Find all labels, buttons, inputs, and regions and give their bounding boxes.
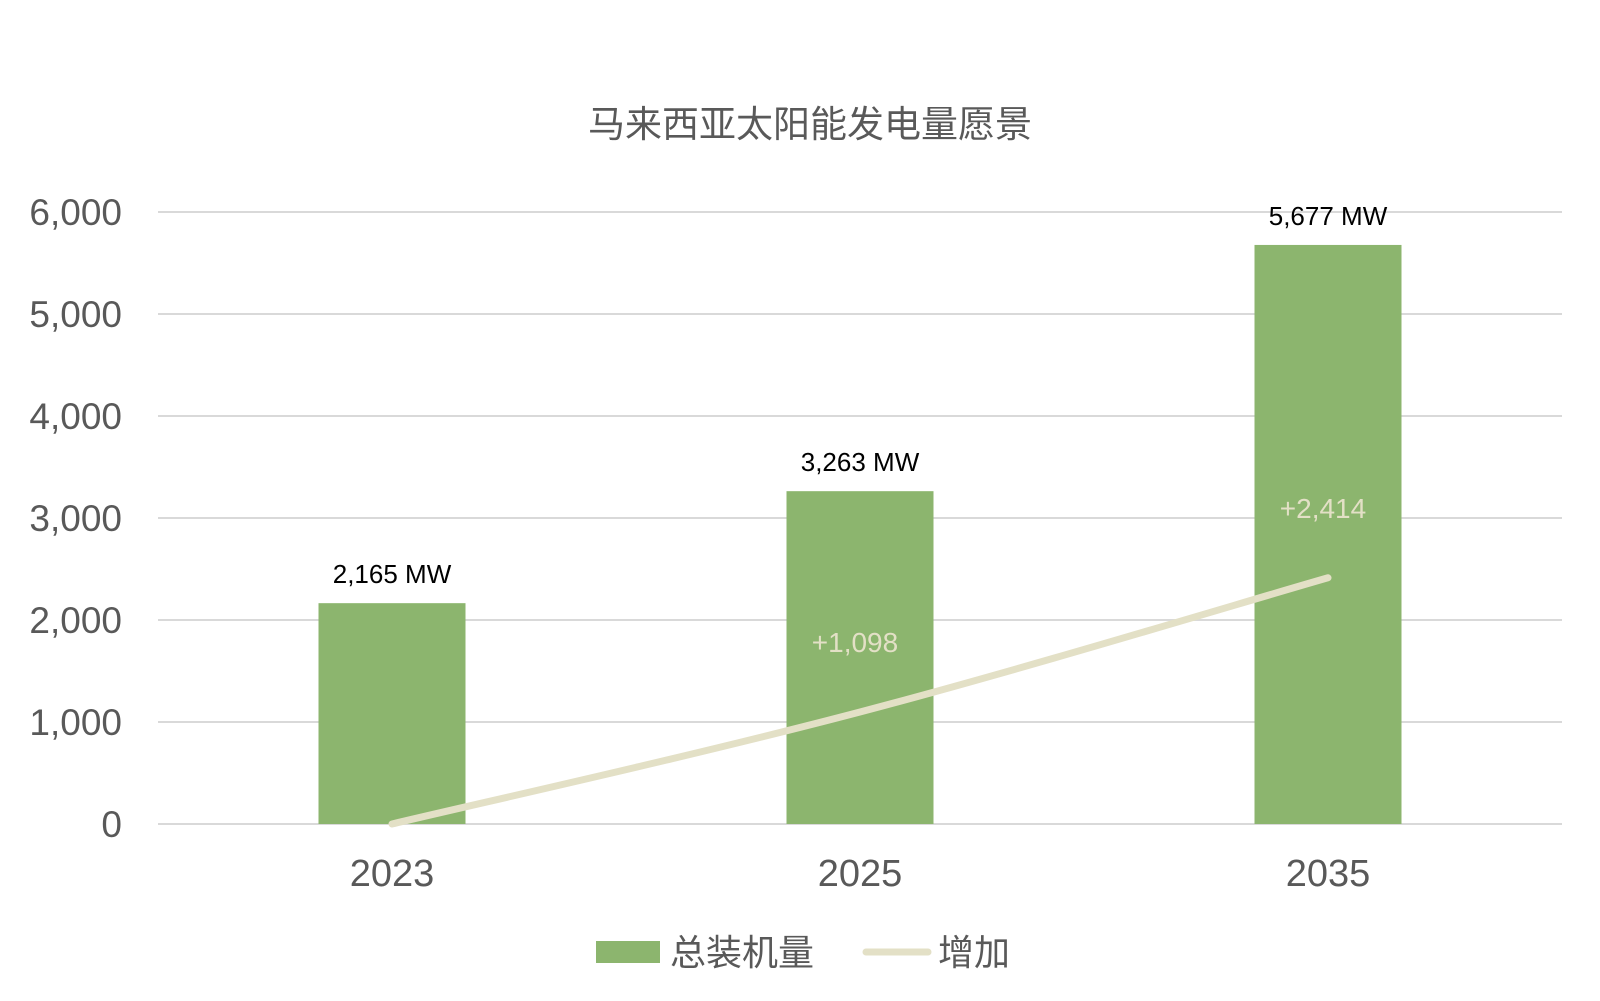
x-tick-label: 2035 [1286,853,1371,895]
bar [318,603,466,824]
bar-value-label: 3,263 MW [801,447,920,477]
y-tick-label: 1,000 [29,702,122,743]
x-axis-ticks: 2023 2025 2035 [350,853,1371,895]
y-axis-ticks: 0 1,000 2,000 3,000 4,000 5,000 6,000 [29,192,122,845]
legend: 总装机量 增加 [596,933,1010,974]
line-value-label: +2,414 [1280,493,1366,524]
data-labels: 2,165 MW 3,263 MW 5,677 MW +1,098 +2,414 [333,201,1388,658]
legend-label-line: 增加 [938,933,1010,974]
y-tick-label: 5,000 [29,294,122,335]
chart-title: 马来西亚太阳能发电量愿景 [588,103,1032,146]
y-tick-label: 3,000 [29,498,122,539]
bar [1254,244,1402,825]
x-tick-label: 2023 [350,853,435,895]
bar-value-label: 2,165 MW [333,559,452,589]
x-tick-label: 2025 [818,853,903,895]
y-tick-label: 6,000 [29,192,122,233]
line-series [388,574,1332,828]
line-value-label: +1,098 [812,627,898,658]
bar-series [318,244,1402,825]
bar [786,491,934,824]
y-tick-label: 0 [101,804,122,845]
bar-value-label: 5,677 MW [1269,201,1388,231]
y-tick-label: 2,000 [29,600,122,641]
line-path [388,574,1332,828]
legend-swatch-bar [596,941,660,963]
y-tick-label: 4,000 [29,396,122,437]
legend-label-bar: 总装机量 [670,933,814,974]
